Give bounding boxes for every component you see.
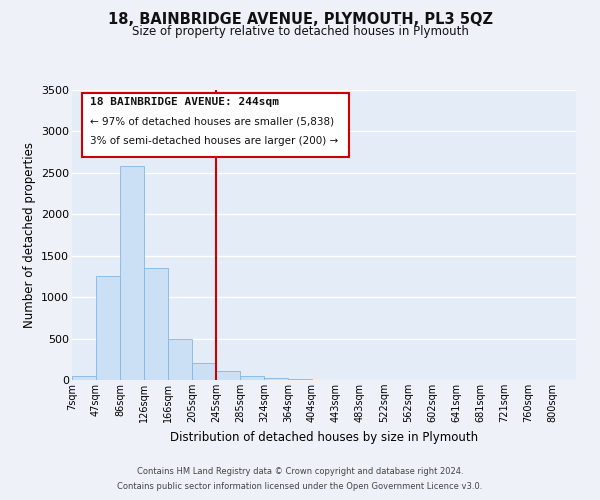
Text: ← 97% of detached houses are smaller (5,838): ← 97% of detached houses are smaller (5,… [89,116,334,126]
Bar [72,376,96,380]
Text: Contains HM Land Registry data © Crown copyright and database right 2024.: Contains HM Land Registry data © Crown c… [137,467,463,476]
Bar [288,379,312,380]
Bar [168,338,192,380]
Y-axis label: Number of detached properties: Number of detached properties [23,142,35,328]
Bar [216,371,240,380]
Text: Contains public sector information licensed under the Open Government Licence v3: Contains public sector information licen… [118,482,482,491]
Bar [264,378,288,380]
Text: Size of property relative to detached houses in Plymouth: Size of property relative to detached ho… [131,25,469,38]
Text: 18 BAINBRIDGE AVENUE: 244sqm: 18 BAINBRIDGE AVENUE: 244sqm [89,97,278,108]
Bar [192,364,216,380]
X-axis label: Distribution of detached houses by size in Plymouth: Distribution of detached houses by size … [170,430,478,444]
Bar [240,376,264,380]
FancyBboxPatch shape [82,93,349,156]
Text: 18, BAINBRIDGE AVENUE, PLYMOUTH, PL3 5QZ: 18, BAINBRIDGE AVENUE, PLYMOUTH, PL3 5QZ [107,12,493,28]
Text: 3% of semi-detached houses are larger (200) →: 3% of semi-detached houses are larger (2… [89,136,338,146]
Bar [144,268,168,380]
Bar [96,276,120,380]
Bar [120,166,144,380]
